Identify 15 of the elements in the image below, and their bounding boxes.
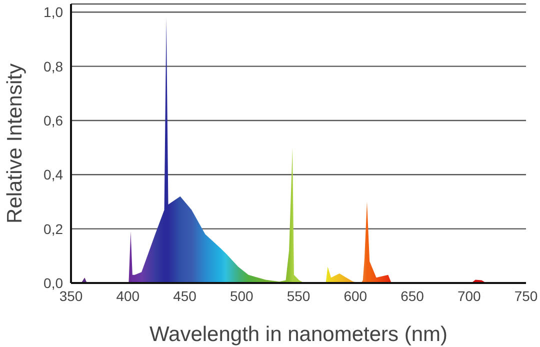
- x-tick-label: 650: [400, 288, 424, 304]
- y-tick-label: 0,4: [44, 166, 64, 183]
- x-tick-label: 500: [230, 288, 254, 304]
- x-tick-label: 700: [457, 288, 482, 304]
- x-axis-title: Wavelength in nanometers (nm): [149, 323, 448, 346]
- x-tick-label: 550: [286, 288, 310, 304]
- x-tick-label: 750: [514, 288, 538, 304]
- x-tick-label: 450: [173, 288, 197, 304]
- y-axis-title: Relative Intensity: [3, 63, 26, 224]
- y-tick-label: 0,2: [44, 220, 64, 237]
- y-tick-label: 1,0: [44, 4, 64, 20]
- x-tick-label: 400: [116, 288, 140, 304]
- y-tick-label: 0,8: [44, 58, 64, 74]
- y-tick-label: 0,6: [44, 112, 64, 128]
- x-tick-label: 600: [344, 288, 368, 304]
